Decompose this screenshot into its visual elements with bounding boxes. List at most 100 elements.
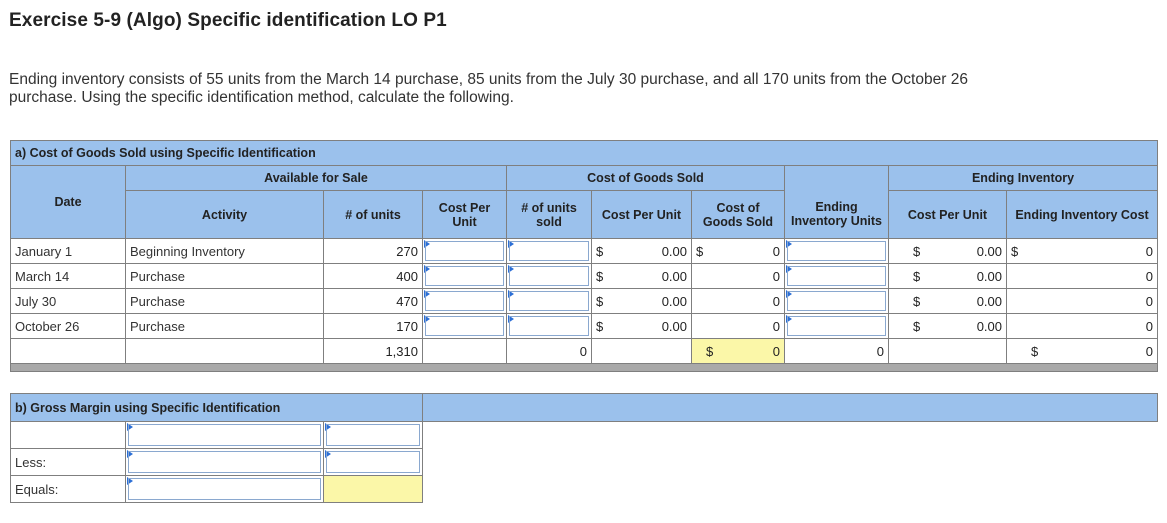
cogs-total-value: 0	[772, 318, 780, 334]
input-box[interactable]	[425, 241, 504, 261]
row-units: 470	[323, 288, 423, 314]
table-row: Equals:	[10, 475, 1158, 503]
cost-per-unit-input[interactable]	[422, 238, 507, 264]
input-box[interactable]	[128, 478, 321, 500]
dollar-sign: $	[913, 268, 921, 284]
section-a-title: a) Cost of Goods Sold using Specific Ide…	[9, 140, 1159, 166]
dollar-sign: $	[596, 293, 604, 309]
row-activity: Beginning Inventory	[125, 238, 324, 264]
problem-instructions: Ending inventory consists of 55 units fr…	[9, 71, 968, 106]
col-ending-cost: Ending Inventory Cost	[1005, 190, 1159, 239]
blank-area	[422, 475, 1158, 503]
total-units-sold: 0	[506, 338, 592, 364]
col-units: # of units	[323, 190, 423, 239]
col-ending-units: Ending Inventory Units	[784, 190, 889, 239]
input-box[interactable]	[509, 291, 589, 311]
row-units: 270	[323, 238, 423, 264]
group-ending-spacer	[784, 165, 889, 191]
totals-blank	[125, 338, 324, 364]
table-row: Less:	[10, 448, 1158, 476]
input-box[interactable]	[425, 266, 504, 286]
dollar-sign: $	[1011, 243, 1019, 259]
gm-result-value	[323, 475, 423, 503]
cogs-cpu-cell: $0.00	[591, 288, 692, 314]
gm-name-input[interactable]	[125, 421, 324, 449]
dollar-sign: $	[596, 243, 604, 259]
input-box[interactable]	[425, 316, 504, 336]
gross-margin-table: b) Gross Margin using Specific Identific…	[10, 393, 1158, 503]
ei-cpu-cell: $0.00	[888, 313, 1007, 339]
table-row: October 26 Purchase 170 $0.00 0 $0.00 0	[10, 313, 1159, 339]
units-sold-input[interactable]	[506, 288, 592, 314]
input-box[interactable]	[326, 451, 420, 473]
section-separator	[9, 363, 1159, 372]
ei-cost-cell: 0	[1005, 263, 1159, 289]
totals-blank	[422, 338, 507, 364]
group-cost-of-goods-sold: Cost of Goods Sold	[506, 165, 785, 191]
col-cost-per-unit: Cost Per Unit	[422, 190, 507, 239]
cogs-total-cell: $0	[691, 238, 785, 264]
totals-blank	[888, 338, 1007, 364]
cogs-total-value: 0	[772, 268, 780, 284]
table-row	[10, 421, 1158, 449]
cost-per-unit-input[interactable]	[422, 288, 507, 314]
group-ending-inventory: Ending Inventory	[887, 165, 1159, 191]
cogs-total-value: 0	[772, 293, 780, 309]
ei-cost-value: 0	[1145, 318, 1154, 334]
total-cogs-value: 0	[772, 343, 780, 359]
col-activity: Activity	[125, 190, 324, 239]
input-box[interactable]	[787, 241, 886, 261]
total-units: 1,310	[323, 338, 423, 364]
dollar-sign: $	[913, 243, 921, 259]
total-ending-cost-cell: $0	[1005, 338, 1159, 364]
total-ending-units: 0	[784, 338, 889, 364]
dollar-sign: $	[696, 243, 704, 259]
col-units-sold: # of units sold	[506, 190, 592, 239]
input-box[interactable]	[509, 241, 589, 261]
gm-value-input[interactable]	[323, 448, 423, 476]
input-box[interactable]	[128, 424, 321, 446]
ei-cpu-cell: $0.00	[888, 263, 1007, 289]
gm-name-input[interactable]	[125, 475, 324, 503]
ei-cpu-value: 0.00	[976, 318, 1002, 334]
ei-cpu-value: 0.00	[976, 268, 1002, 284]
row-activity: Purchase	[125, 288, 324, 314]
gm-value-input[interactable]	[323, 421, 423, 449]
section-b-title: b) Gross Margin using Specific Identific…	[10, 393, 423, 422]
row-date: July 30	[10, 288, 126, 314]
units-sold-input[interactable]	[506, 238, 592, 264]
ending-units-input[interactable]	[784, 238, 889, 264]
ei-cost-cell: 0	[1005, 313, 1159, 339]
row-date: October 26	[10, 313, 126, 339]
ending-units-input[interactable]	[784, 288, 889, 314]
total-cogs-cell: $0	[691, 338, 785, 364]
dollar-sign: $	[913, 318, 921, 334]
input-box[interactable]	[787, 316, 886, 336]
cogs-total-cell: 0	[691, 263, 785, 289]
row-date: March 14	[10, 263, 126, 289]
ending-units-input[interactable]	[784, 263, 889, 289]
input-box[interactable]	[509, 316, 589, 336]
cost-per-unit-input[interactable]	[422, 263, 507, 289]
gm-name-input[interactable]	[125, 448, 324, 476]
units-sold-input[interactable]	[506, 313, 592, 339]
cogs-total-cell: 0	[691, 313, 785, 339]
section-b-header-fill	[422, 393, 1158, 422]
input-box[interactable]	[787, 291, 886, 311]
input-box[interactable]	[425, 291, 504, 311]
cost-per-unit-input[interactable]	[422, 313, 507, 339]
input-box[interactable]	[128, 451, 321, 473]
cogs-cpu-value: 0.00	[661, 243, 687, 259]
row-activity: Purchase	[125, 263, 324, 289]
ei-cost-value: 0	[1145, 243, 1154, 259]
col-date: Date	[10, 165, 126, 239]
row-units: 400	[323, 263, 423, 289]
input-box[interactable]	[326, 424, 420, 446]
cogs-cpu-cell: $0.00	[591, 238, 692, 264]
totals-row: 1,310 0 $0 0 $0	[10, 338, 1159, 364]
ending-units-input[interactable]	[784, 313, 889, 339]
page-title: Exercise 5-9 (Algo) Specific identificat…	[9, 10, 447, 31]
input-box[interactable]	[787, 266, 886, 286]
units-sold-input[interactable]	[506, 263, 592, 289]
input-box[interactable]	[509, 266, 589, 286]
